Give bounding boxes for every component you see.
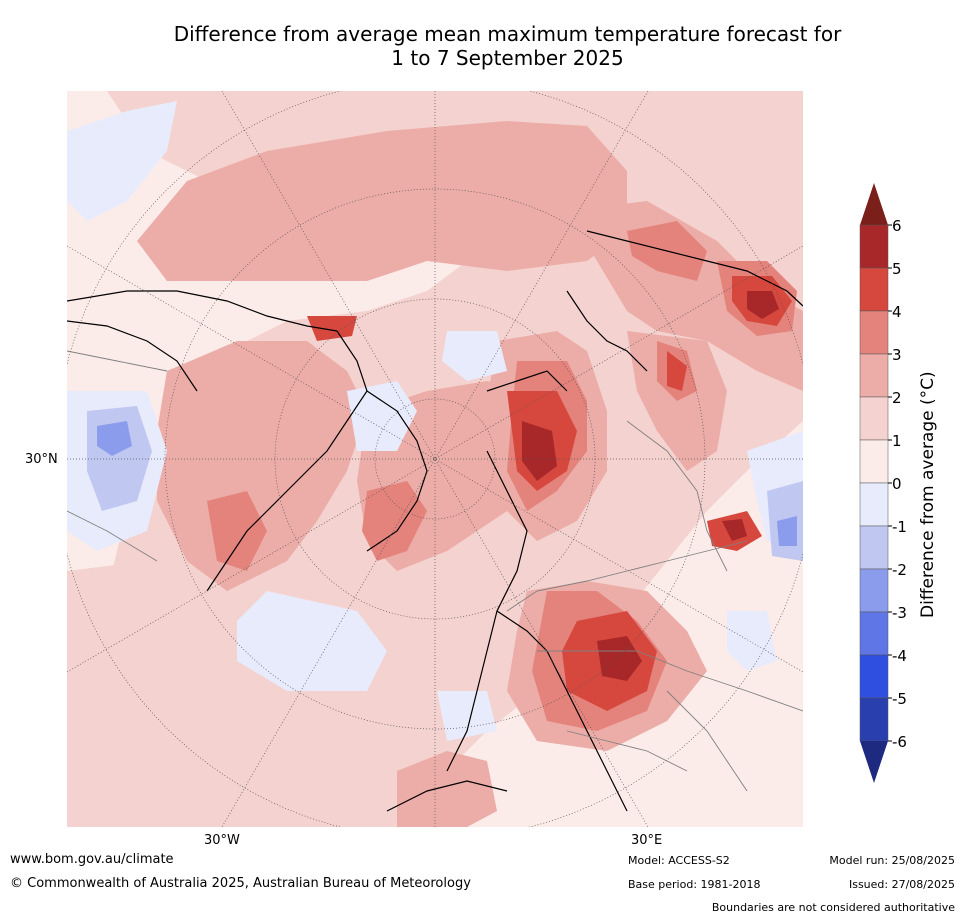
disclaimer: Boundaries are not considered authoritat…: [711, 901, 955, 914]
colorbar-swatch: [859, 654, 889, 699]
colorbar-swatch: [859, 439, 889, 484]
lon-label-30w: 30°W: [204, 833, 240, 848]
colorbar-swatch: [859, 611, 889, 656]
colorbar-tick-label: -6: [892, 733, 907, 751]
colorbar-extend-top: [860, 183, 888, 225]
colorbar-tick-label: 1: [892, 432, 902, 450]
coastlines: [67, 230, 803, 812]
colorbar-tick-label: 0: [892, 475, 902, 493]
colorbar-tick-label: -4: [892, 647, 907, 665]
colorbar-extend-bottom: [860, 741, 888, 783]
colorbar-tick-label: -1: [892, 518, 907, 536]
website-link[interactable]: www.bom.gov.au/climate: [10, 852, 174, 867]
temperature-anomaly-map: [67, 91, 803, 827]
colorbar-tick-label: 4: [892, 303, 902, 321]
colorbar-swatch: [859, 267, 889, 312]
colorbar-tick-label: 3: [892, 346, 902, 364]
colorbar-swatch: [859, 568, 889, 613]
lat-label-30n: 30°N: [25, 452, 58, 467]
colorbar: 6 5 4 3 2 1 0 -1 -2 -3 -4 -5 -6: [859, 183, 907, 783]
anomaly-negative-2-3: [97, 421, 797, 546]
colorbar-swatch: [859, 310, 889, 355]
model-name: Model: ACCESS-S2: [628, 854, 730, 867]
issued-date: Issued: 27/08/2025: [848, 878, 955, 891]
chart-title: Difference from average mean maximum tem…: [0, 22, 965, 70]
colorbar-swatch: [859, 353, 889, 398]
colorbar-tick-label: 5: [892, 260, 902, 278]
colorbar-tick-label: -2: [892, 561, 907, 579]
copyright: © Commonwealth of Australia 2025, Austra…: [10, 876, 471, 891]
anomaly-5-6: [522, 291, 779, 681]
model-run: Model run: 25/08/2025: [829, 854, 955, 867]
colorbar-tick-label: 6: [892, 217, 902, 235]
colorbar-tick-label: 2: [892, 389, 902, 407]
colorbar-swatch: [859, 482, 889, 527]
title-line-1: Difference from average mean maximum tem…: [173, 22, 842, 46]
lon-label-30e: 30°E: [631, 833, 663, 848]
title-line-2: 1 to 7 September 2025: [391, 46, 624, 70]
colorbar-title: Difference from average (°C): [918, 371, 938, 618]
country-boundaries: [67, 350, 803, 792]
colorbar-tick-label: -5: [892, 690, 907, 708]
colorbar-swatch: [859, 224, 889, 269]
base-period: Base period: 1981-2018: [628, 878, 761, 891]
graticule: [67, 91, 803, 827]
colorbar-tick-label: -3: [892, 604, 907, 622]
colorbar-swatch: [859, 697, 889, 742]
colorbar-swatch: [859, 525, 889, 570]
colorbar-swatch: [859, 396, 889, 441]
